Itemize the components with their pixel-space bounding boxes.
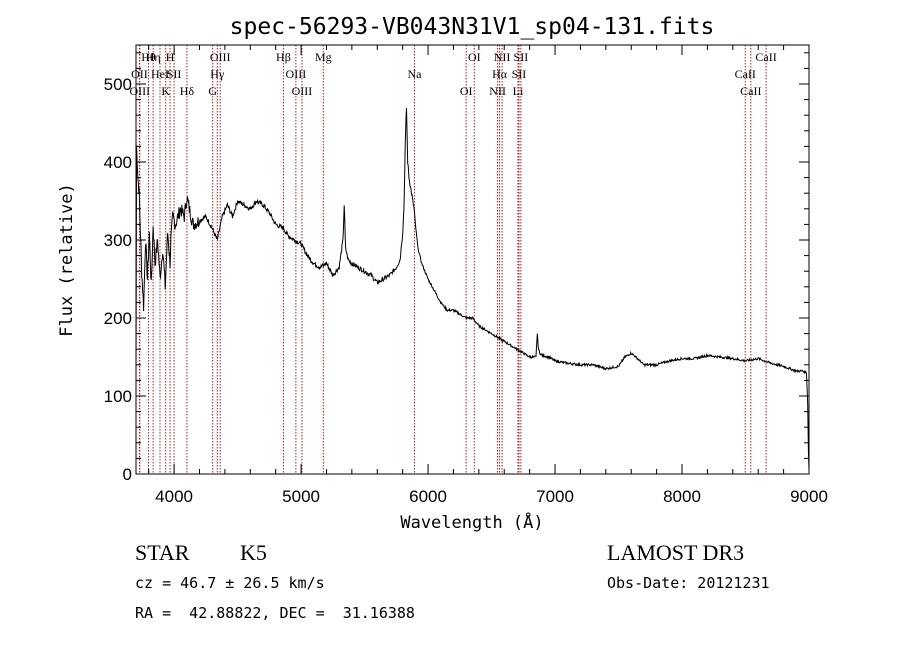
tick-label: 6000 bbox=[409, 487, 447, 506]
line-label: K bbox=[161, 84, 170, 98]
chart-title: spec-56293-VB043N31V1_sp04-131.fits bbox=[230, 14, 715, 40]
observation-date: Obs-Date: 20121231 bbox=[607, 574, 770, 592]
line-marker-labels: Hθ OII OIII Hη HeI K H SII Hδ OIII Hγ G Hβ OIII OIII Mg… bbox=[129, 50, 776, 98]
line-label: H bbox=[166, 50, 175, 64]
flux-line bbox=[135, 107, 810, 471]
axis-ticks: 4000 5000 6000 7000 8000 9000 0 100 200 300 400 500 bbox=[104, 45, 828, 506]
line-label: Hβ bbox=[276, 50, 291, 64]
line-label: NII bbox=[489, 84, 506, 98]
x-axis-label: Wavelength (Å) bbox=[400, 511, 543, 533]
tick-label: 0 bbox=[123, 465, 132, 484]
object-class: STAR bbox=[135, 540, 190, 565]
line-label: Li bbox=[513, 84, 524, 98]
tick-label: 8000 bbox=[663, 487, 701, 506]
tick-label: 200 bbox=[104, 309, 132, 328]
line-label: OII bbox=[131, 67, 148, 81]
line-label: OI bbox=[468, 50, 481, 64]
line-label: SII bbox=[512, 67, 527, 81]
line-label: CaII bbox=[755, 50, 776, 64]
line-label: OI bbox=[460, 84, 473, 98]
line-label: CaII bbox=[735, 67, 756, 81]
y-axis-label: Flux (relative) bbox=[57, 183, 77, 337]
line-label: G bbox=[208, 84, 217, 98]
tick-label: 400 bbox=[104, 153, 132, 172]
line-label: Hδ bbox=[180, 84, 195, 98]
line-label: Hθ bbox=[141, 50, 156, 64]
line-label: OIII bbox=[129, 84, 150, 98]
tick-label: 9000 bbox=[790, 487, 828, 506]
line-label: NII bbox=[494, 50, 511, 64]
survey-name: LAMOST DR3 bbox=[607, 540, 745, 565]
line-label: OIII bbox=[210, 50, 231, 64]
tick-label: 5000 bbox=[282, 487, 320, 506]
line-label: OIII bbox=[292, 84, 313, 98]
coordinates: RA = 42.88822, DEC = 31.16388 bbox=[135, 604, 415, 622]
line-label: OIII bbox=[286, 67, 307, 81]
tick-label: 300 bbox=[104, 231, 132, 250]
line-label: Hγ bbox=[210, 67, 225, 81]
tick-label: 100 bbox=[104, 387, 132, 406]
line-markers bbox=[138, 45, 767, 474]
redshift-cz: cz = 46.7 ± 26.5 km/s bbox=[135, 574, 325, 592]
object-subclass: K5 bbox=[240, 540, 267, 565]
line-label: HeI bbox=[151, 67, 169, 81]
line-label: Hα bbox=[492, 67, 508, 81]
tick-label: 4000 bbox=[155, 487, 193, 506]
tick-label: 7000 bbox=[536, 487, 574, 506]
line-label: CaII bbox=[740, 84, 761, 98]
line-label: Na bbox=[407, 67, 422, 81]
tick-label: 500 bbox=[104, 75, 132, 94]
line-label: Mg bbox=[315, 50, 332, 64]
plot-frame bbox=[135, 44, 810, 475]
line-label: SII bbox=[167, 67, 182, 81]
line-label: SII bbox=[514, 50, 529, 64]
line-label: Hη bbox=[146, 50, 161, 64]
